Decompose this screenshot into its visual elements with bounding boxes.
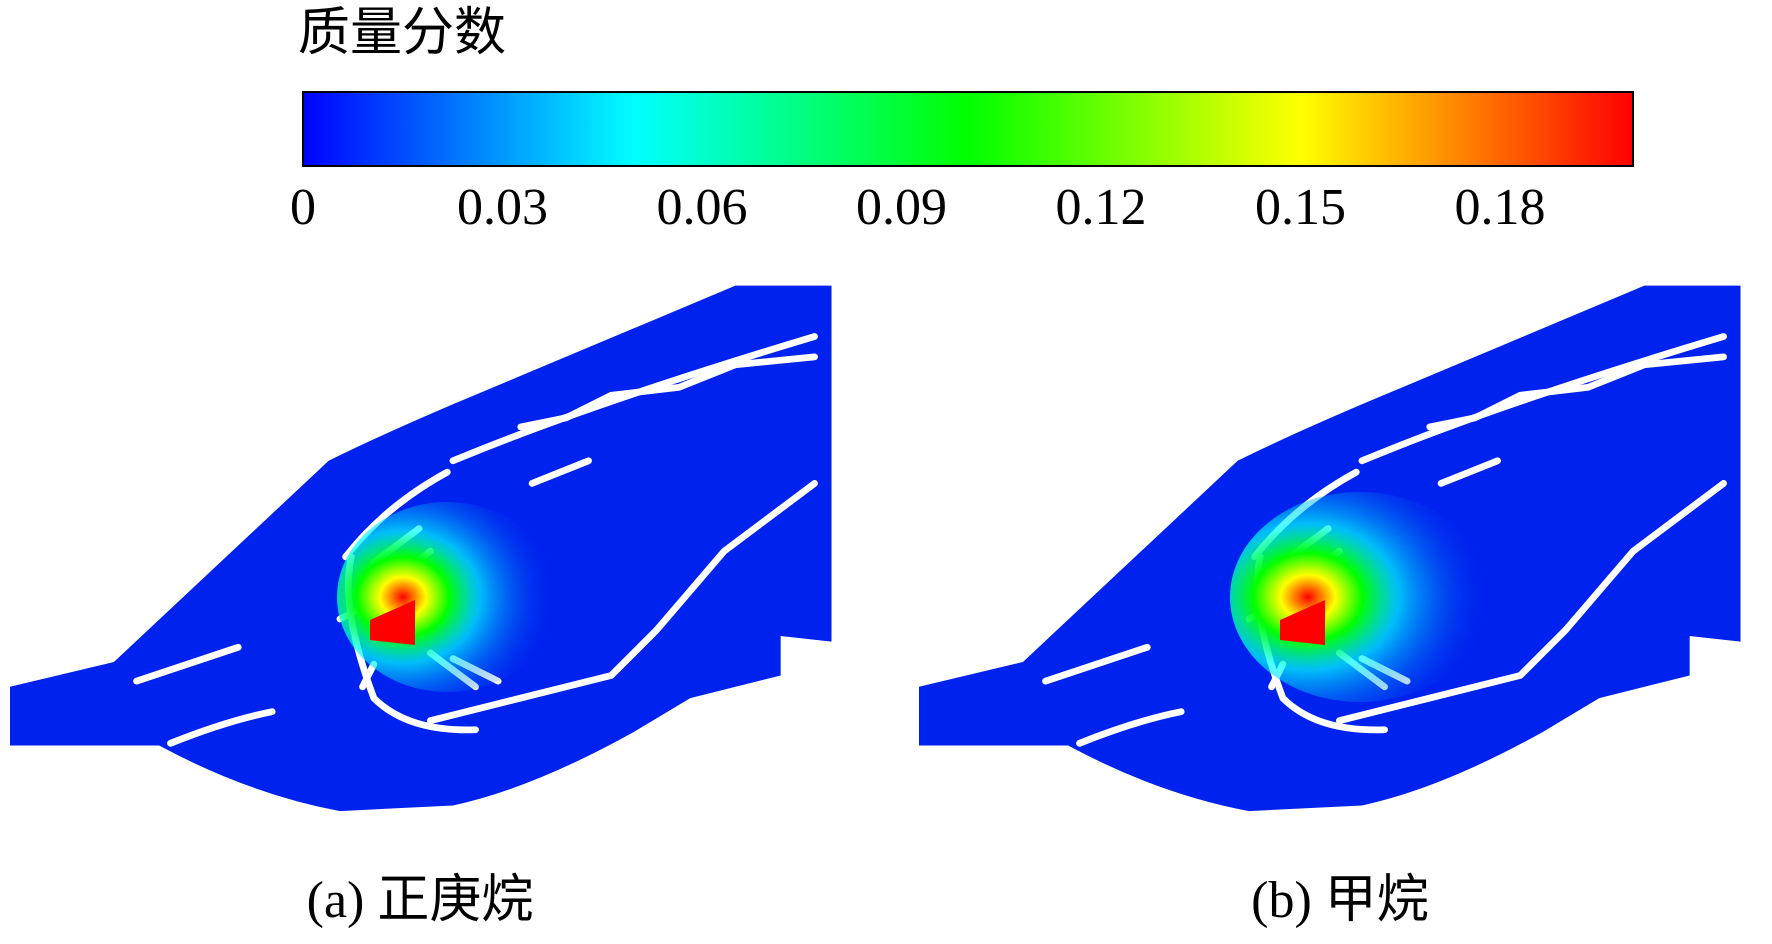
- colorbar-tick-label: 0: [290, 179, 316, 236]
- contour-panel-a: [10, 286, 832, 811]
- panel-label: (a) 正庚烷: [307, 872, 534, 929]
- contour-panel-b: [919, 286, 1741, 811]
- colorbar-tick-label: 0.15: [1255, 179, 1346, 236]
- colorbar-tick-label: 0.09: [856, 179, 947, 236]
- colorbar-tick-label: 0.18: [1455, 179, 1546, 236]
- colorbar-title: 质量分数: [298, 5, 506, 62]
- colorbar-tick-label: 0.06: [657, 179, 748, 236]
- colorbar-tick-label: 0.03: [457, 179, 548, 236]
- colorbar-tick-label: 0.12: [1056, 179, 1147, 236]
- colorbar: [302, 91, 1634, 167]
- panel-label: (b) 甲烷: [1251, 872, 1429, 929]
